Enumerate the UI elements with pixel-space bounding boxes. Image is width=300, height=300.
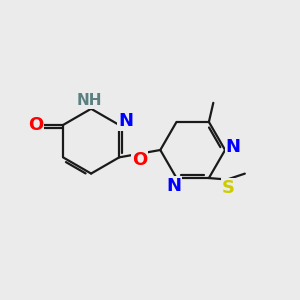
- Text: O: O: [132, 151, 147, 169]
- Text: O: O: [28, 116, 43, 134]
- Text: N: N: [166, 177, 181, 195]
- Text: NH: NH: [77, 93, 102, 108]
- Text: N: N: [118, 112, 133, 130]
- Text: S: S: [221, 179, 235, 197]
- Text: N: N: [226, 138, 241, 156]
